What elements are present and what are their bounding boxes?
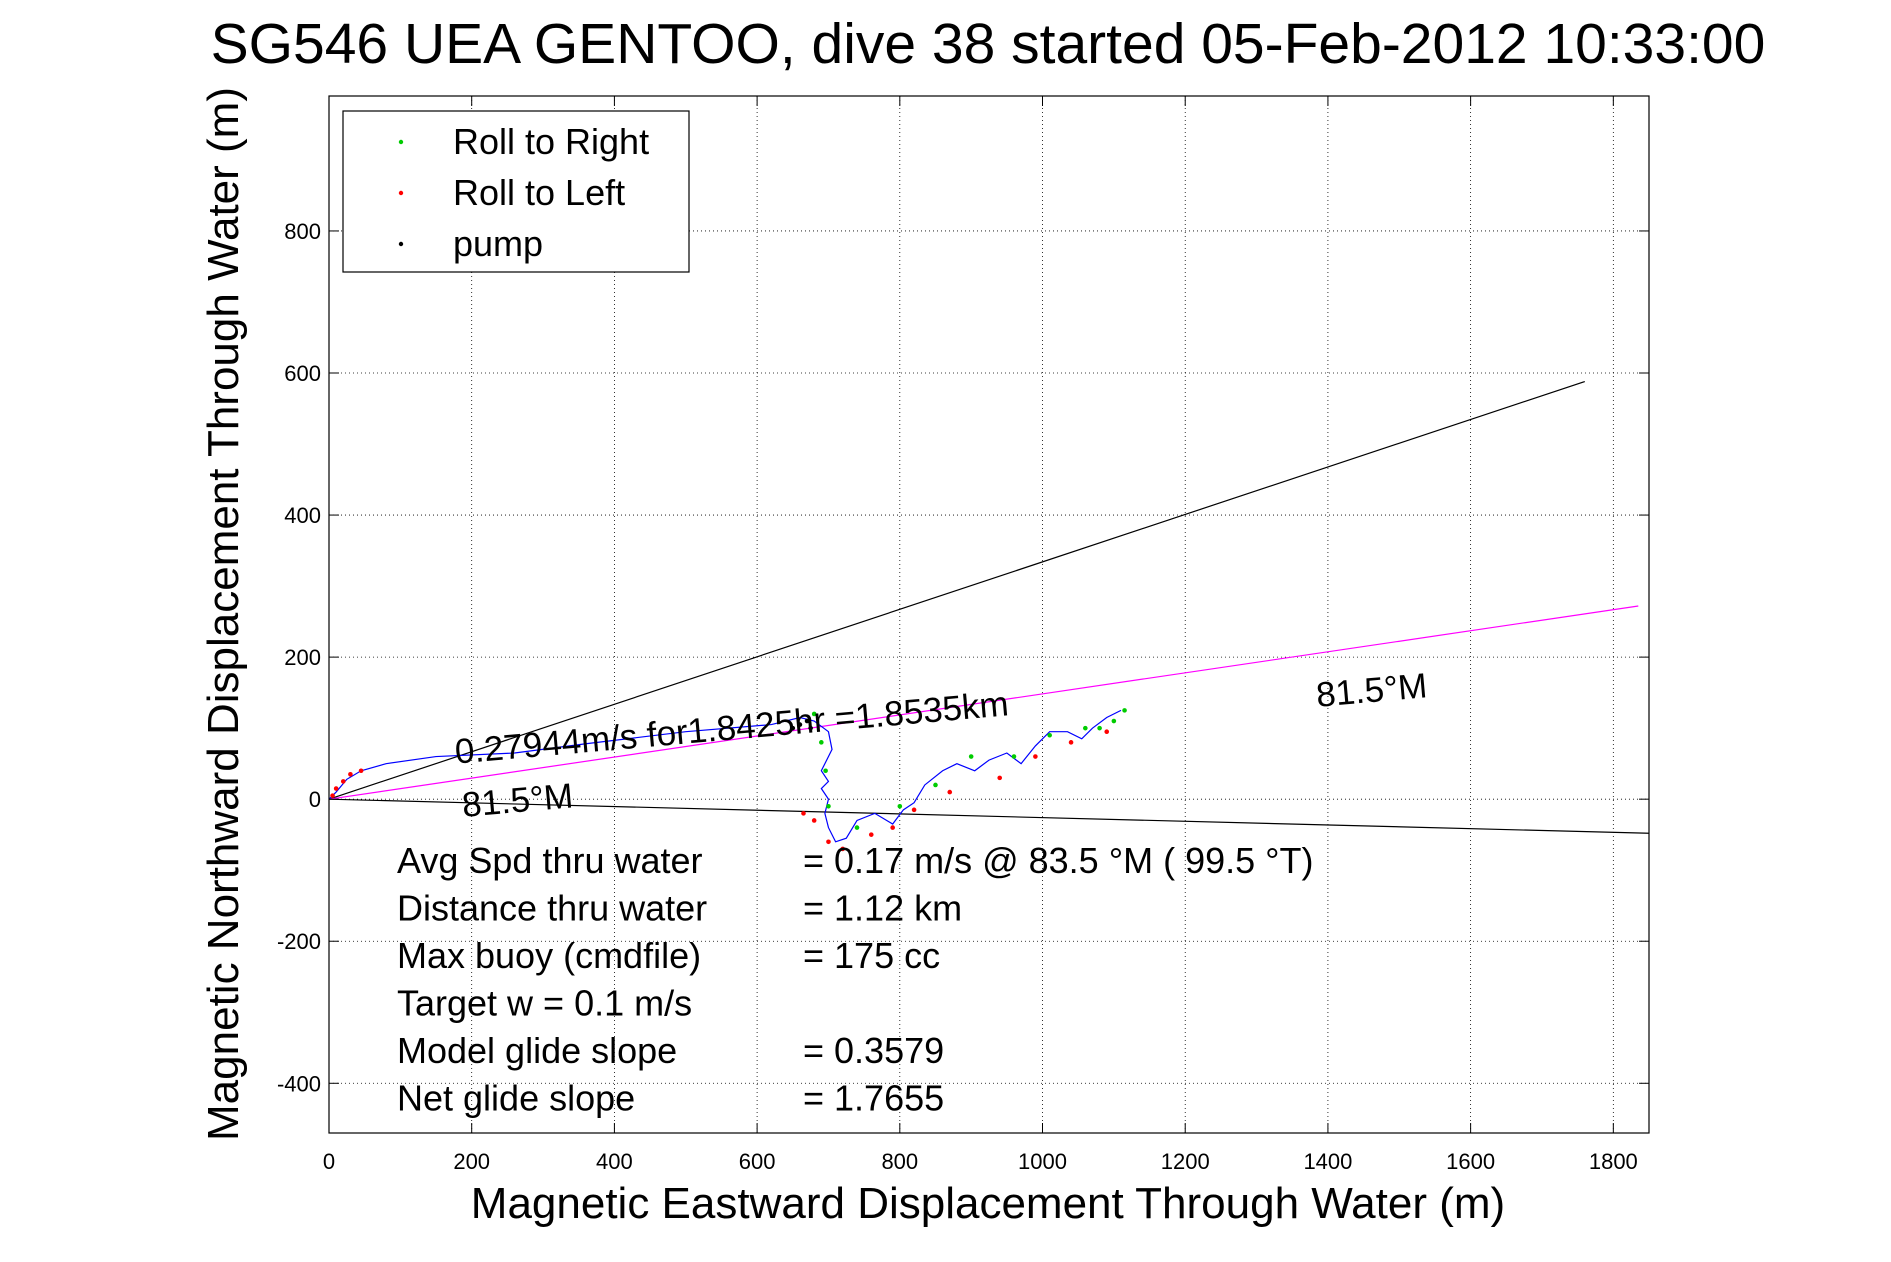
pump-point bbox=[797, 722, 803, 727]
y-tick-label: 200 bbox=[284, 645, 321, 670]
x-tick-label: 1200 bbox=[1161, 1149, 1210, 1174]
legend-label-pump: pump bbox=[453, 223, 543, 264]
stat-label: Model glide slope bbox=[397, 1030, 677, 1071]
roll-to-right-point bbox=[968, 754, 974, 759]
pump-point bbox=[808, 725, 813, 731]
legend-marker-pump bbox=[398, 241, 404, 247]
roll-to-right-point bbox=[1083, 725, 1088, 731]
pump-point bbox=[790, 725, 796, 731]
roll-to-left-point bbox=[340, 779, 346, 784]
stat-value: = 0.3579 bbox=[803, 1030, 944, 1071]
heading-annotation: 81.5°M bbox=[460, 776, 574, 825]
y-tick-label: -200 bbox=[277, 929, 321, 954]
roll-to-left-point bbox=[801, 811, 806, 816]
roll-to-right-point bbox=[1047, 732, 1052, 738]
roll-to-left-point bbox=[997, 775, 1003, 781]
roll-to-left-point bbox=[826, 839, 831, 845]
grid-lines bbox=[329, 96, 1649, 1133]
y-tick-label: 800 bbox=[284, 219, 321, 244]
roll-to-left-point bbox=[330, 793, 335, 798]
y-axis-label: Magnetic Northward Displacement Through … bbox=[199, 87, 248, 1141]
stat-value: = 1.12 km bbox=[803, 888, 962, 929]
roll-to-left-point bbox=[1104, 729, 1110, 734]
axis-ticks: 0 200 400 600 800 1000 1200 1400 1600 1800 -400 -20… bbox=[277, 96, 1649, 1174]
roll-to-right-point bbox=[1011, 754, 1017, 759]
roll-to-left-point bbox=[1068, 740, 1074, 745]
roll-to-left-point bbox=[333, 786, 339, 791]
heading-line-0 bbox=[328, 380, 1585, 800]
roll-to-left-point bbox=[947, 789, 953, 795]
stat-label: Max buoy (cmdfile) bbox=[397, 935, 701, 976]
roll-to-left-point bbox=[911, 807, 917, 813]
track-layer bbox=[328, 709, 1122, 843]
stat-value: = 1.7655 bbox=[803, 1078, 944, 1119]
roll-to-right-point bbox=[1097, 725, 1102, 731]
roll-to-left-point bbox=[1033, 754, 1038, 759]
pump-point bbox=[804, 718, 810, 724]
plot-frame bbox=[328, 95, 1650, 1134]
stat-label: Net glide slope bbox=[397, 1078, 635, 1119]
x-axis-label: Magnetic Eastward Displacement Through W… bbox=[471, 1179, 1505, 1228]
x-tick-label: 600 bbox=[739, 1149, 776, 1174]
heading-line-2 bbox=[328, 605, 1639, 800]
reference-lines bbox=[328, 380, 1650, 834]
stat-value: = 0.17 m/s @ 83.5 °M ( 99.5 °T) bbox=[803, 840, 1314, 881]
stats-block: Avg Spd thru water = 0.17 m/s @ 83.5 °M (… bbox=[397, 840, 1314, 1119]
legend-marker-roll-right bbox=[398, 139, 404, 145]
legend-label-roll-left: Roll to Left bbox=[453, 172, 625, 213]
x-tick-label: 0 bbox=[323, 1149, 335, 1174]
roll-to-right-point bbox=[1111, 718, 1117, 724]
legend-label-roll-right: Roll to Right bbox=[453, 121, 649, 162]
legend: Roll to Right Roll to Left pump bbox=[342, 110, 690, 273]
roll-to-right-point bbox=[823, 768, 828, 774]
roll-to-right-point bbox=[1122, 708, 1127, 713]
stat-value: = 175 cc bbox=[803, 935, 940, 976]
roll-to-right-point bbox=[897, 803, 903, 809]
roll-to-left-point bbox=[868, 832, 874, 837]
track-line bbox=[328, 709, 1122, 843]
roll-to-left-point bbox=[811, 818, 817, 823]
stat-label: Distance thru water bbox=[397, 888, 707, 929]
roll-to-left-point bbox=[890, 825, 895, 830]
x-tick-label: 1600 bbox=[1446, 1149, 1495, 1174]
roll-to-right-point bbox=[933, 782, 938, 788]
roll-points-layer bbox=[330, 708, 1127, 852]
chart-title: SG546 UEA GENTOO, dive 38 started 05-Feb… bbox=[211, 12, 1766, 76]
heading-line-1 bbox=[328, 798, 1650, 834]
x-tick-label: 1000 bbox=[1018, 1149, 1067, 1174]
roll-to-right-point bbox=[811, 711, 817, 717]
roll-to-right-point bbox=[826, 803, 831, 809]
y-tick-label: 0 bbox=[309, 787, 321, 812]
roll-to-left-point bbox=[358, 768, 364, 774]
x-tick-label: 200 bbox=[453, 1149, 490, 1174]
stat-label: Target w = 0.1 m/s bbox=[397, 983, 692, 1024]
y-tick-label: 600 bbox=[284, 361, 321, 386]
stat-label: Avg Spd thru water bbox=[397, 840, 703, 881]
x-tick-label: 1400 bbox=[1303, 1149, 1352, 1174]
roll-to-right-point bbox=[819, 740, 824, 745]
roll-to-left-point bbox=[840, 846, 846, 852]
x-tick-label: 1800 bbox=[1589, 1149, 1638, 1174]
y-tick-label: 400 bbox=[284, 503, 321, 528]
roll-to-left-point bbox=[348, 772, 353, 777]
roll-to-right-point bbox=[854, 825, 860, 830]
x-tick-label: 800 bbox=[881, 1149, 918, 1174]
legend-marker-roll-left bbox=[398, 190, 404, 196]
heading-annotation: 81.5°M bbox=[1315, 666, 1429, 715]
y-tick-label: -400 bbox=[277, 1071, 321, 1096]
x-tick-label: 400 bbox=[596, 1149, 633, 1174]
